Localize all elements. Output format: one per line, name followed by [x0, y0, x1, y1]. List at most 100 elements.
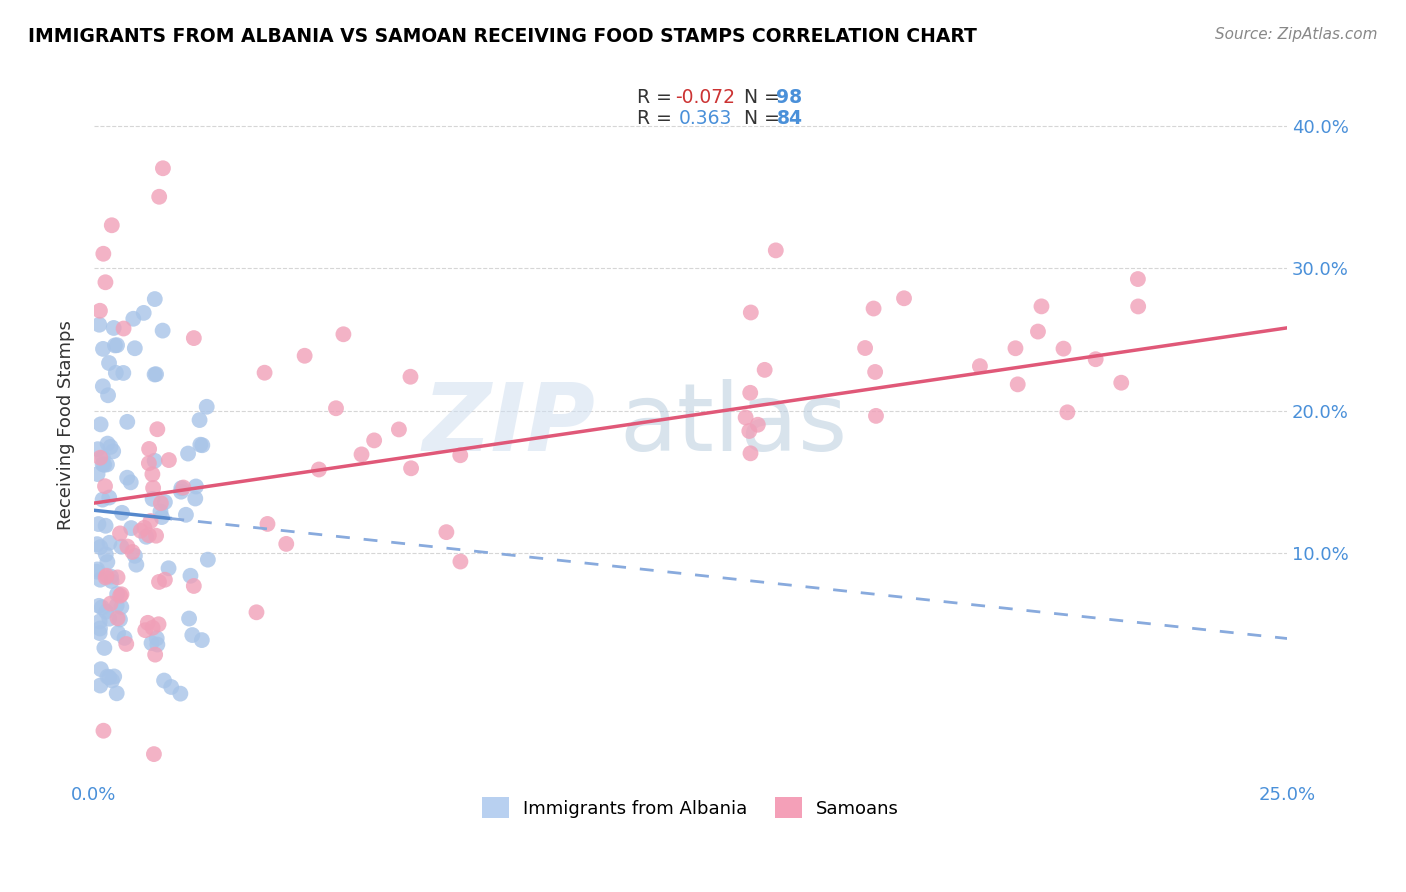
Point — [93, 458, 115, 472]
Point — [1126, 272, 1149, 286]
Point — [191, 633, 214, 648]
Point — [399, 461, 422, 475]
Point — [101, 673, 124, 688]
Point — [245, 605, 267, 619]
Point — [146, 638, 169, 652]
Point — [765, 244, 787, 258]
Point — [184, 491, 207, 506]
Point — [740, 446, 762, 460]
Point — [93, 723, 115, 738]
Point — [103, 321, 125, 335]
Point — [177, 611, 200, 625]
Point — [142, 621, 165, 635]
Point — [863, 365, 886, 379]
Point — [734, 410, 756, 425]
Text: IMMIGRANTS FROM ALBANIA VS SAMOAN RECEIVING FOOD STAMPS CORRELATION CHART: IMMIGRANTS FROM ALBANIA VS SAMOAN RECEIV… — [28, 27, 977, 45]
Point — [149, 504, 172, 518]
Point — [1109, 376, 1132, 390]
Point — [350, 447, 373, 461]
Point — [157, 453, 180, 467]
Point — [172, 481, 194, 495]
Point — [108, 526, 131, 541]
Point — [104, 338, 127, 352]
Point — [143, 292, 166, 306]
Point — [101, 219, 124, 233]
Point — [1052, 342, 1074, 356]
Point — [96, 670, 118, 684]
Point — [170, 484, 193, 499]
Point — [1004, 341, 1026, 355]
Point — [87, 517, 110, 532]
Point — [740, 385, 762, 400]
Point — [388, 422, 411, 436]
Point — [399, 369, 422, 384]
Point — [754, 363, 776, 377]
Point — [135, 530, 157, 544]
Point — [96, 568, 118, 582]
Point — [134, 521, 156, 535]
Point — [90, 662, 112, 676]
Point — [105, 599, 128, 613]
Legend: Immigrants from Albania, Samoans: Immigrants from Albania, Samoans — [475, 790, 907, 825]
Point — [86, 562, 108, 576]
Point — [184, 479, 207, 493]
Point — [363, 434, 385, 448]
Point — [94, 605, 117, 619]
Point — [747, 417, 769, 432]
Point — [142, 481, 165, 495]
Point — [101, 444, 124, 458]
Point — [89, 615, 111, 629]
Point — [110, 540, 132, 554]
Point — [124, 341, 146, 355]
Point — [105, 587, 128, 601]
Point — [143, 648, 166, 662]
Point — [153, 673, 176, 688]
Point — [94, 479, 117, 493]
Point — [138, 456, 160, 470]
Point — [153, 495, 176, 509]
Point — [157, 561, 180, 575]
Point — [145, 529, 167, 543]
Point — [853, 341, 876, 355]
Point — [1026, 325, 1049, 339]
Point — [177, 446, 200, 460]
Point — [115, 637, 138, 651]
Point — [294, 349, 316, 363]
Point — [111, 506, 134, 520]
Point — [170, 481, 193, 495]
Text: Source: ZipAtlas.com: Source: ZipAtlas.com — [1215, 27, 1378, 42]
Point — [105, 686, 128, 700]
Point — [89, 540, 111, 554]
Text: 98: 98 — [776, 87, 803, 106]
Point — [253, 366, 276, 380]
Point — [105, 338, 128, 352]
Point — [90, 417, 112, 432]
Point — [120, 521, 142, 535]
Point — [107, 570, 129, 584]
Point — [117, 540, 139, 554]
Text: R =: R = — [637, 87, 678, 106]
Point — [1056, 405, 1078, 419]
Text: R =: R = — [637, 109, 678, 128]
Point — [97, 388, 120, 402]
Point — [138, 528, 160, 542]
Point — [148, 190, 170, 204]
Point — [91, 492, 114, 507]
Point — [87, 599, 110, 613]
Point — [89, 573, 111, 587]
Text: ZIP: ZIP — [422, 379, 595, 471]
Point — [308, 462, 330, 476]
Point — [112, 366, 135, 380]
Point — [197, 552, 219, 566]
Point — [449, 555, 471, 569]
Point — [332, 327, 354, 342]
Point — [146, 422, 169, 436]
Point — [191, 438, 214, 452]
Point — [86, 467, 108, 481]
Point — [98, 536, 121, 550]
Point — [94, 518, 117, 533]
Point — [195, 400, 218, 414]
Point — [91, 450, 114, 465]
Point — [117, 415, 139, 429]
Point — [862, 301, 884, 316]
